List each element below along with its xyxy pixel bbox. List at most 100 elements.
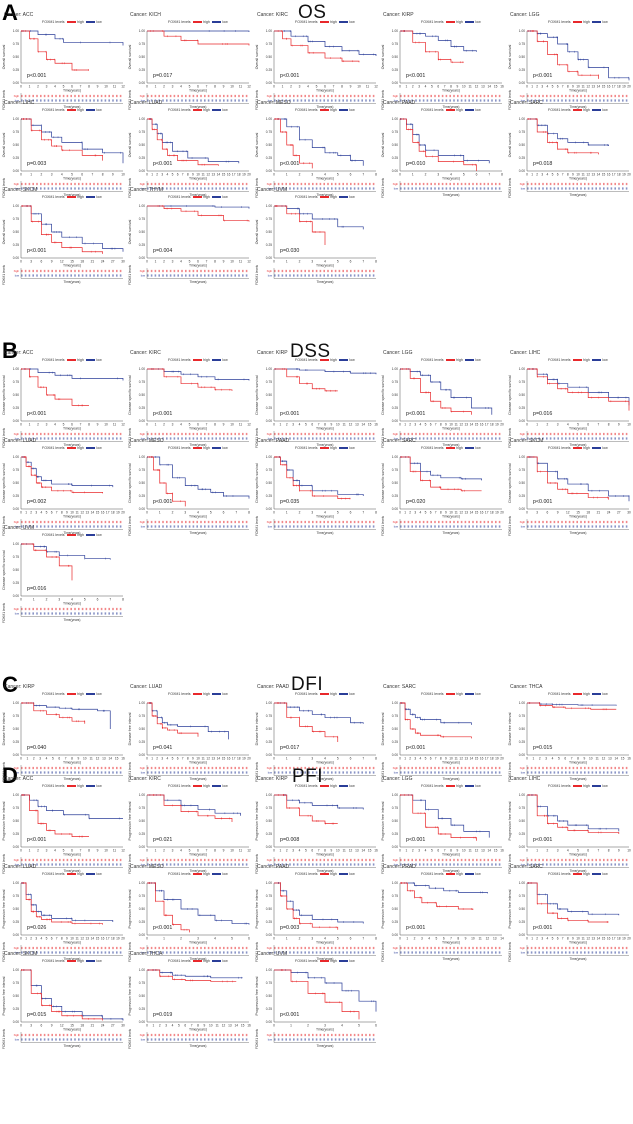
risk-table-axis bbox=[20, 268, 123, 279]
y-tick-label: 1.00 bbox=[266, 117, 272, 121]
x-tick-label: 3 bbox=[39, 757, 41, 761]
risk-table-label: FOXM1 levels bbox=[255, 265, 259, 285]
y-tick-label: 0.50 bbox=[266, 393, 272, 397]
legend: FOXM1 levels high low bbox=[168, 20, 228, 24]
axis-lines bbox=[399, 369, 502, 422]
risk-x-axis-label: Time(years) bbox=[64, 443, 81, 447]
x-tick-label: 6 bbox=[443, 937, 445, 941]
risk-row-label-low: low bbox=[394, 187, 399, 191]
risk-table-label: FOXM1 levels bbox=[2, 603, 6, 623]
legend-swatch-low bbox=[85, 960, 95, 962]
x-tick-label: 5 bbox=[172, 173, 174, 177]
x-tick-label: 5 bbox=[425, 511, 427, 515]
km-panel-a2: Cancer: KIRC FOXM1 levels high low Overall s… bbox=[253, 12, 379, 152]
y-tick-label: 0.75 bbox=[519, 468, 525, 472]
legend: FOXM1 levels high low bbox=[42, 358, 102, 362]
x-tick-label: 2 bbox=[163, 85, 165, 89]
km-panel-b6: Cancer: MESO FOXM1 levels high low Disease s… bbox=[126, 438, 252, 578]
legend-swatch-low bbox=[211, 693, 221, 695]
y-tick-label: 1.00 bbox=[139, 29, 145, 33]
y-tick-label: 0.50 bbox=[266, 230, 272, 234]
x-tick-label: 13 bbox=[465, 423, 469, 427]
legend-label-high: high bbox=[77, 533, 84, 537]
km-curve-low bbox=[274, 368, 377, 375]
y-tick-label: 0.00 bbox=[139, 169, 145, 173]
x-tick-label: 8 bbox=[567, 85, 569, 89]
y-tick-label: 0.75 bbox=[519, 130, 525, 134]
y-tick-label: 1.00 bbox=[392, 29, 398, 33]
x-tick-label: 15 bbox=[576, 511, 580, 515]
x-axis-label: Time(years) bbox=[569, 761, 587, 765]
legend-label-low: low bbox=[602, 692, 608, 696]
x-tick-label: 16 bbox=[227, 757, 231, 761]
km-curve-low bbox=[21, 118, 124, 164]
y-tick-label: 1.00 bbox=[139, 881, 145, 885]
x-tick-label: 11 bbox=[75, 511, 79, 515]
x-tick-label: 9 bbox=[223, 85, 225, 89]
km-curve-high bbox=[147, 30, 250, 46]
y-tick-label: 0.75 bbox=[392, 894, 398, 898]
x-tick-label: 10 bbox=[70, 937, 74, 941]
y-tick-label: 0.25 bbox=[139, 920, 145, 924]
x-tick-label: 11 bbox=[478, 937, 482, 941]
legend-label-high: high bbox=[456, 692, 463, 696]
x-tick-label: 6 bbox=[437, 85, 439, 89]
x-axis-label: Time(years) bbox=[189, 1028, 207, 1032]
legend-swatch-low bbox=[464, 21, 474, 23]
km-panel-a8: Cancer: PAAD FOXM1 levels high low Overall s… bbox=[379, 100, 505, 240]
risk-table-axis bbox=[273, 857, 376, 868]
x-tick-label: 4 bbox=[172, 1024, 174, 1028]
x-tick-label: 19 bbox=[622, 85, 626, 89]
legend: FOXM1 levels high low bbox=[295, 446, 355, 450]
legend-label-high: high bbox=[203, 195, 210, 199]
risk-row-label-low: low bbox=[141, 951, 146, 955]
x-tick-label: 3 bbox=[421, 937, 423, 941]
x-tick-label: 30 bbox=[121, 1024, 125, 1028]
x-tick-label: 5 bbox=[178, 1024, 180, 1028]
risk-row-label-low: low bbox=[394, 863, 399, 867]
x-tick-label: 11 bbox=[75, 937, 79, 941]
y-tick-label: 0.25 bbox=[13, 581, 19, 585]
legend-label-low: low bbox=[96, 959, 102, 963]
legend: FOXM1 levels high low bbox=[548, 358, 608, 362]
axis-lines bbox=[146, 883, 249, 936]
legend-swatch-low bbox=[85, 196, 95, 198]
y-tick-label: 0.50 bbox=[266, 143, 272, 147]
x-tick-label: 1 bbox=[29, 423, 31, 427]
x-tick-label: 4 bbox=[547, 937, 549, 941]
x-tick-label: 1 bbox=[286, 757, 288, 761]
x-axis-label: Time(years) bbox=[189, 515, 207, 519]
y-tick-label: 0.00 bbox=[266, 81, 272, 85]
x-tick-label: 19 bbox=[242, 173, 246, 177]
km-plot: Disease free interval0.000.250.500.751.0… bbox=[508, 701, 631, 782]
x-tick-label: 0 bbox=[20, 757, 22, 761]
x-tick-label: 14 bbox=[217, 757, 221, 761]
cancer-label: Cancer: LGG bbox=[383, 350, 413, 356]
y-axis-label: Overall survival bbox=[128, 133, 132, 158]
y-tick-label: 0.25 bbox=[519, 494, 525, 498]
risk-row-label-low: low bbox=[15, 525, 20, 529]
x-tick-label: 6 bbox=[587, 423, 589, 427]
x-tick-label: 15 bbox=[241, 1024, 245, 1028]
x-tick-label: 0 bbox=[146, 85, 148, 89]
x-tick-label: 6 bbox=[375, 1024, 377, 1028]
legend-title: FOXM1 levels bbox=[295, 692, 318, 696]
risk-row-label-low: low bbox=[15, 187, 20, 191]
x-tick-label: 16 bbox=[480, 757, 484, 761]
legend: FOXM1 levels high low bbox=[42, 20, 102, 24]
y-axis-label: Progression free interval bbox=[2, 801, 6, 840]
legend: FOXM1 levels high low bbox=[42, 959, 102, 963]
x-tick-label: 14 bbox=[597, 937, 601, 941]
x-tick-label: 27 bbox=[111, 1024, 115, 1028]
risk-row-label-low: low bbox=[268, 437, 273, 441]
legend-title: FOXM1 levels bbox=[295, 959, 318, 963]
x-tick-label: 5 bbox=[552, 937, 554, 941]
y-tick-label: 0.25 bbox=[13, 1007, 19, 1011]
y-tick-label: 0.75 bbox=[13, 806, 19, 810]
legend-label-low: low bbox=[349, 358, 355, 362]
risk-x-axis-label: Time(years) bbox=[317, 869, 334, 873]
risk-x-axis-label: Time(years) bbox=[64, 193, 81, 197]
risk-row-label-high: high bbox=[14, 432, 20, 436]
x-tick-label: 3 bbox=[292, 423, 294, 427]
x-tick-label: 15 bbox=[475, 757, 479, 761]
